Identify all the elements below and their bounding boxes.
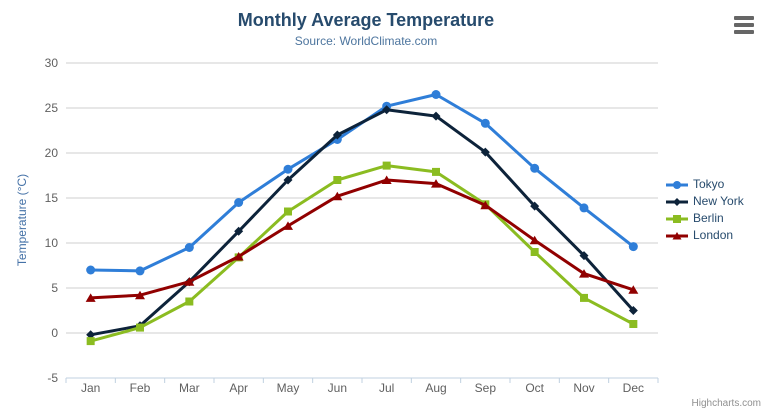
data-point-berlin[interactable] <box>530 248 539 256</box>
data-point-berlin[interactable] <box>629 320 638 328</box>
data-point-new-york[interactable] <box>431 111 441 121</box>
data-point-london[interactable] <box>431 179 441 188</box>
data-point-london[interactable] <box>332 191 343 201</box>
data-point-berlin[interactable] <box>333 176 342 184</box>
data-point-tokyo[interactable] <box>86 265 96 275</box>
y-axis-label: 5 <box>51 281 58 295</box>
x-axis-label: Aug <box>425 381 446 395</box>
square-marker-icon <box>673 214 681 223</box>
x-axis-label: Jul <box>379 381 394 395</box>
series-line-london <box>89 178 635 300</box>
data-point-new-york[interactable] <box>530 201 540 211</box>
legend-label: Berlin <box>693 211 724 225</box>
data-point-tokyo[interactable] <box>431 90 441 99</box>
data-point-london[interactable] <box>381 175 392 185</box>
data-point-tokyo[interactable] <box>530 163 540 173</box>
data-point-berlin[interactable] <box>580 293 588 302</box>
triangle-marker-icon <box>672 231 682 239</box>
y-axis-label: 0 <box>51 326 58 340</box>
legend-label: London <box>693 228 734 242</box>
y-axis-label: -5 <box>47 371 58 385</box>
data-point-berlin[interactable] <box>432 167 440 176</box>
data-point-tokyo[interactable] <box>184 243 194 252</box>
data-point-london[interactable] <box>628 285 639 294</box>
legend: Tokyo New York Berlin London <box>666 176 744 244</box>
x-axis-label: Mar <box>179 381 200 395</box>
legend-symbol-diamond-icon <box>666 197 688 206</box>
data-point-new-york[interactable] <box>234 226 244 236</box>
data-point-new-york[interactable] <box>332 130 342 140</box>
chart-title: Monthly Average Temperature <box>237 10 495 30</box>
hamburger-bar <box>734 23 754 27</box>
x-axis-label: May <box>277 381 300 395</box>
data-point-berlin[interactable] <box>284 207 292 216</box>
circle-marker-icon <box>673 180 681 189</box>
legend-label: Tokyo <box>693 177 725 191</box>
legend-item-berlin[interactable]: Berlin <box>666 210 744 227</box>
x-axis-label: Feb <box>130 381 151 395</box>
data-point-new-york[interactable] <box>480 147 490 157</box>
y-axis-label: 20 <box>45 146 59 160</box>
data-point-new-york[interactable] <box>628 306 638 315</box>
data-point-london[interactable] <box>283 221 293 230</box>
x-axis-label: Dec <box>623 381 644 395</box>
data-point-london[interactable] <box>233 252 244 261</box>
legend-label: New York <box>693 194 744 208</box>
legend-item-new-york[interactable]: New York <box>666 193 744 210</box>
data-point-berlin[interactable] <box>136 323 144 332</box>
data-point-tokyo[interactable] <box>135 266 145 276</box>
x-axis-label: Sep <box>475 381 497 395</box>
y-axis-label: 30 <box>45 56 59 70</box>
legend-item-london[interactable]: London <box>666 227 744 244</box>
legend-item-tokyo[interactable]: Tokyo <box>666 176 744 193</box>
data-point-berlin[interactable] <box>185 297 194 306</box>
hamburger-icon[interactable] <box>732 14 756 34</box>
data-point-new-york[interactable] <box>283 175 293 185</box>
data-point-berlin[interactable] <box>86 337 95 346</box>
legend-symbol-circle-icon <box>666 180 688 189</box>
data-point-london[interactable] <box>529 235 540 245</box>
data-point-london[interactable] <box>480 200 491 210</box>
data-point-tokyo[interactable] <box>628 242 638 252</box>
hamburger-bar <box>734 30 754 34</box>
data-point-london[interactable] <box>579 269 589 278</box>
legend-symbol-square-icon <box>666 214 688 223</box>
x-axis-label: Apr <box>229 381 248 395</box>
data-point-berlin[interactable] <box>382 161 391 170</box>
chart-subtitle: Source: WorldClimate.com <box>294 34 438 48</box>
x-axis-label: Jun <box>328 381 347 395</box>
data-point-new-york[interactable] <box>579 251 589 261</box>
data-point-london[interactable] <box>85 293 96 302</box>
data-point-tokyo[interactable] <box>234 198 244 207</box>
data-point-tokyo[interactable] <box>283 164 293 174</box>
series-line-new-york <box>89 108 635 337</box>
y-axis-label: 25 <box>45 101 59 115</box>
data-point-new-york[interactable] <box>382 105 392 115</box>
series-line-berlin <box>89 164 635 343</box>
x-axis-label: Jan <box>81 381 100 395</box>
legend-symbol-triangle-icon <box>666 231 688 239</box>
data-point-tokyo[interactable] <box>480 118 490 128</box>
data-point-london[interactable] <box>135 290 145 300</box>
data-point-london[interactable] <box>184 277 195 286</box>
y-axis-label: 15 <box>45 191 59 205</box>
x-axis-label: Nov <box>573 381 594 395</box>
credits-link[interactable]: Highcharts.com <box>691 398 761 409</box>
diamond-marker-icon <box>673 197 681 206</box>
x-axis-label: Oct <box>525 381 544 395</box>
hamburger-bar <box>734 16 754 20</box>
data-point-tokyo[interactable] <box>579 203 589 213</box>
y-axis-label: 10 <box>45 236 59 250</box>
data-point-new-york[interactable] <box>86 330 96 340</box>
